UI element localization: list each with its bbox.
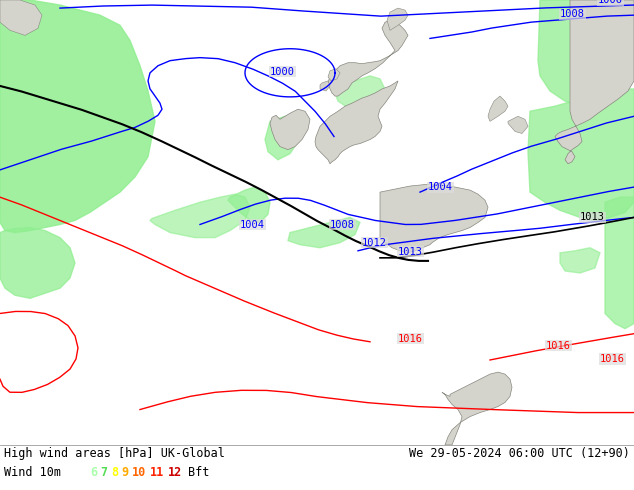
Text: 1016: 1016	[600, 354, 625, 364]
Text: 6: 6	[90, 466, 97, 479]
Polygon shape	[150, 194, 250, 238]
Polygon shape	[288, 218, 360, 248]
Text: 1008: 1008	[560, 9, 585, 19]
Polygon shape	[335, 76, 385, 109]
Polygon shape	[387, 8, 408, 30]
Polygon shape	[380, 184, 488, 253]
Polygon shape	[0, 0, 155, 233]
Polygon shape	[442, 372, 512, 445]
Text: 11: 11	[150, 466, 164, 479]
Polygon shape	[605, 197, 634, 329]
Polygon shape	[538, 0, 634, 106]
Text: 1016: 1016	[398, 334, 423, 344]
Polygon shape	[528, 89, 634, 220]
Text: 8: 8	[111, 466, 118, 479]
Text: 1016: 1016	[546, 341, 571, 351]
Text: High wind areas [hPa] UK-Global: High wind areas [hPa] UK-Global	[4, 447, 225, 460]
Polygon shape	[265, 116, 300, 160]
Text: 1004: 1004	[428, 182, 453, 192]
Polygon shape	[0, 227, 75, 298]
Polygon shape	[0, 0, 42, 35]
Text: We 29-05-2024 06:00 UTC (12+90): We 29-05-2024 06:00 UTC (12+90)	[409, 447, 630, 460]
Text: 1008: 1008	[330, 220, 355, 229]
Polygon shape	[328, 69, 340, 81]
Polygon shape	[228, 187, 270, 222]
Polygon shape	[555, 0, 634, 164]
Text: 1000: 1000	[270, 67, 295, 77]
Polygon shape	[488, 96, 508, 122]
Text: 10: 10	[132, 466, 146, 479]
Text: 12: 12	[168, 466, 182, 479]
Polygon shape	[315, 81, 398, 164]
Text: Bft: Bft	[188, 466, 209, 479]
Text: 1006: 1006	[598, 0, 623, 5]
Text: 1013: 1013	[398, 247, 423, 257]
Text: Wind 10m: Wind 10m	[4, 466, 61, 479]
Polygon shape	[320, 81, 330, 91]
Text: 1012: 1012	[362, 238, 387, 248]
Polygon shape	[508, 116, 528, 133]
Text: 1013: 1013	[580, 213, 605, 222]
Polygon shape	[270, 109, 310, 149]
Text: 9: 9	[122, 466, 129, 479]
Polygon shape	[328, 20, 408, 96]
Text: 1004: 1004	[240, 220, 265, 229]
Polygon shape	[560, 248, 600, 273]
Text: 7: 7	[101, 466, 108, 479]
